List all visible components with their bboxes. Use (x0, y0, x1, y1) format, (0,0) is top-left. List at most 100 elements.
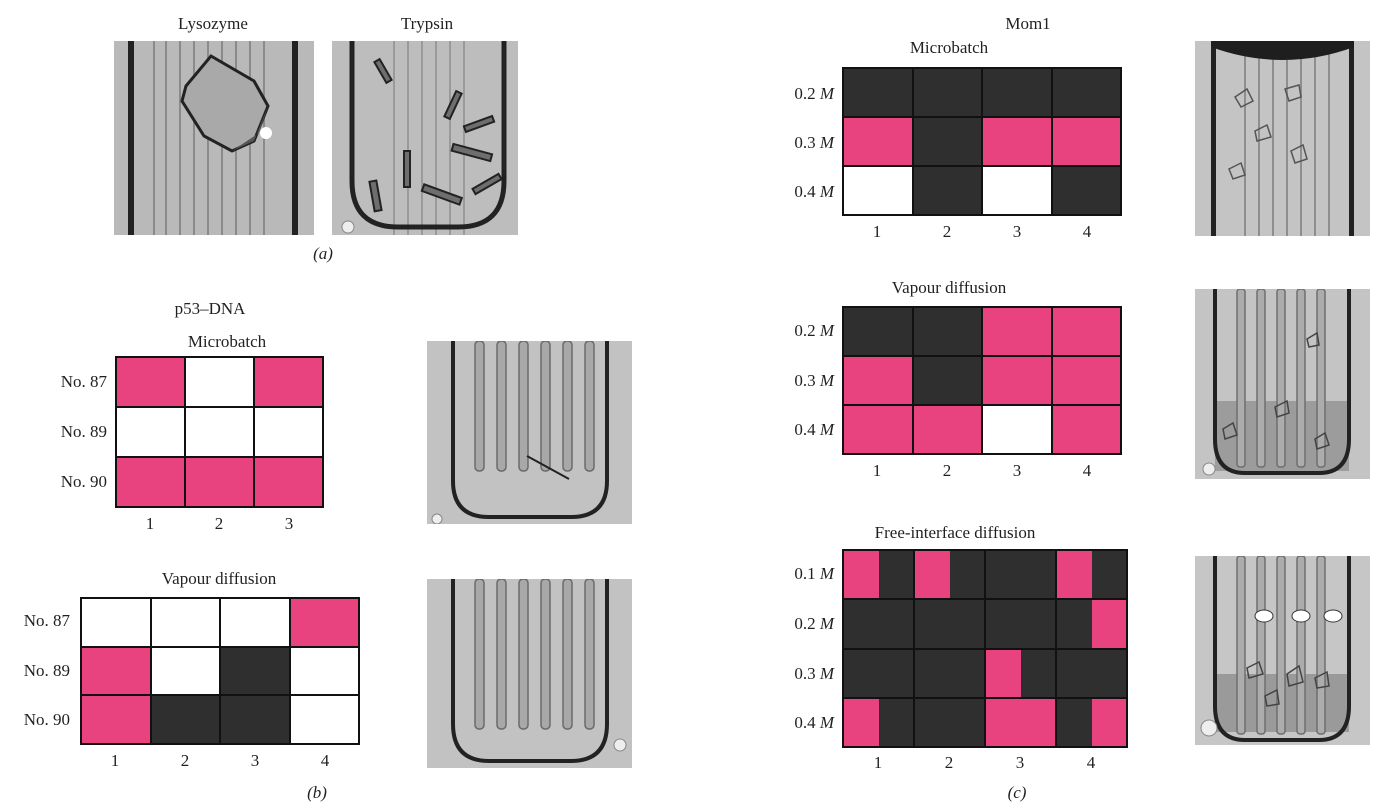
result-cell-left-half (844, 649, 879, 697)
result-cell (982, 405, 1052, 454)
result-cell (982, 356, 1052, 405)
mom1-free-interface-title: Free-interface diffusion (874, 523, 1036, 542)
result-cell-right-half (878, 551, 913, 599)
result-cell (150, 646, 220, 696)
result-cell (289, 598, 359, 647)
row-label: 0.4 M (794, 182, 834, 201)
result-cell (81, 646, 151, 696)
result-cell (1056, 697, 1127, 747)
result-cell-right-half (1020, 551, 1055, 599)
col-label: 1 (873, 753, 883, 772)
result-cell-left-half (844, 551, 879, 599)
result-cell (985, 648, 1056, 698)
p53-microbatch-grid (115, 356, 324, 508)
result-cell (150, 598, 220, 647)
result-cell-left-half (986, 649, 1021, 697)
mom1-title: Mom1 (1005, 14, 1051, 33)
result-cell-left-half (844, 600, 879, 648)
panel-c-caption: (c) (1007, 783, 1027, 802)
result-cell (843, 550, 914, 600)
result-cell (912, 166, 982, 215)
p53-vapour-grid (80, 597, 360, 745)
result-cell-right-half (878, 698, 913, 746)
row-label: 0.4 M (794, 420, 834, 439)
result-cell (914, 599, 985, 649)
row-label: No. 89 (60, 422, 107, 441)
col-label: 2 (942, 461, 952, 480)
col-label: 3 (1012, 461, 1022, 480)
result-cell-left-half (986, 600, 1021, 648)
mom1-microbatch-grid (842, 67, 1122, 216)
result-cell (254, 457, 323, 507)
row-label: No. 87 (23, 611, 70, 630)
trypsin-crystal-photo (332, 41, 518, 235)
result-cell (843, 697, 914, 747)
col-label: 1 (872, 461, 882, 480)
result-cell-left-half (1057, 649, 1092, 697)
result-cell (289, 646, 359, 696)
result-cell (116, 357, 185, 407)
result-cell (985, 599, 1056, 649)
panel-a-caption: (a) (313, 244, 333, 263)
col-label: 1 (872, 222, 882, 241)
result-cell (985, 550, 1056, 600)
result-cell (1056, 550, 1127, 600)
p53-vapour-title: Vapour diffusion (161, 569, 277, 588)
col-label: 4 (1086, 753, 1096, 772)
row-label: 0.2 M (794, 321, 834, 340)
row-label: 0.1 M (794, 564, 834, 583)
result-cell-left-half (915, 551, 950, 599)
col-label: 2 (942, 222, 952, 241)
col-label: 3 (250, 751, 260, 770)
panel-b-caption: (b) (307, 783, 327, 802)
result-cell (982, 166, 1052, 215)
result-cell (912, 356, 982, 405)
result-cell (185, 407, 254, 457)
result-cell (220, 598, 290, 647)
result-cell-left-half (844, 698, 879, 746)
result-cell (185, 357, 254, 407)
col-label: 3 (1012, 222, 1022, 241)
result-cell (220, 646, 290, 696)
result-cell (912, 307, 982, 356)
result-cell (81, 695, 151, 744)
mom1-vapour-grid (842, 306, 1122, 455)
result-cell (982, 117, 1052, 166)
col-label: 2 (944, 753, 954, 772)
result-cell (81, 598, 151, 647)
mom1-vapour-photo (1195, 289, 1370, 479)
result-cell-right-half (1020, 649, 1055, 697)
result-cell (843, 405, 913, 454)
result-cell (912, 405, 982, 454)
result-cell (185, 457, 254, 507)
result-cell (843, 166, 913, 215)
trypsin-label: Trypsin (400, 14, 454, 33)
result-cell-left-half (1057, 551, 1092, 599)
result-cell-right-half (949, 698, 984, 746)
row-label: No. 90 (60, 472, 107, 491)
result-cell (116, 457, 185, 507)
p53-microbatch-photo (427, 341, 632, 524)
result-cell (1051, 68, 1121, 117)
result-cell (982, 307, 1052, 356)
result-cell-right-half (878, 649, 913, 697)
result-cell (220, 695, 290, 744)
result-cell-right-half (1091, 698, 1126, 746)
result-cell (843, 648, 914, 698)
result-cell (912, 117, 982, 166)
col-label: 4 (320, 751, 330, 770)
result-cell-right-half (1091, 649, 1126, 697)
result-cell (150, 695, 220, 744)
result-cell-left-half (915, 698, 950, 746)
mom1-microbatch-photo (1195, 41, 1370, 236)
result-cell (116, 407, 185, 457)
p53-dna-title: p53–DNA (174, 299, 246, 318)
p53-microbatch-title: Microbatch (187, 332, 267, 351)
result-cell-right-half (1020, 698, 1055, 746)
row-label: 0.2 M (794, 614, 834, 633)
result-cell-right-half (949, 600, 984, 648)
col-label: 3 (284, 514, 294, 533)
result-cell (1056, 648, 1127, 698)
result-cell (843, 307, 913, 356)
row-label: No. 89 (23, 661, 70, 680)
